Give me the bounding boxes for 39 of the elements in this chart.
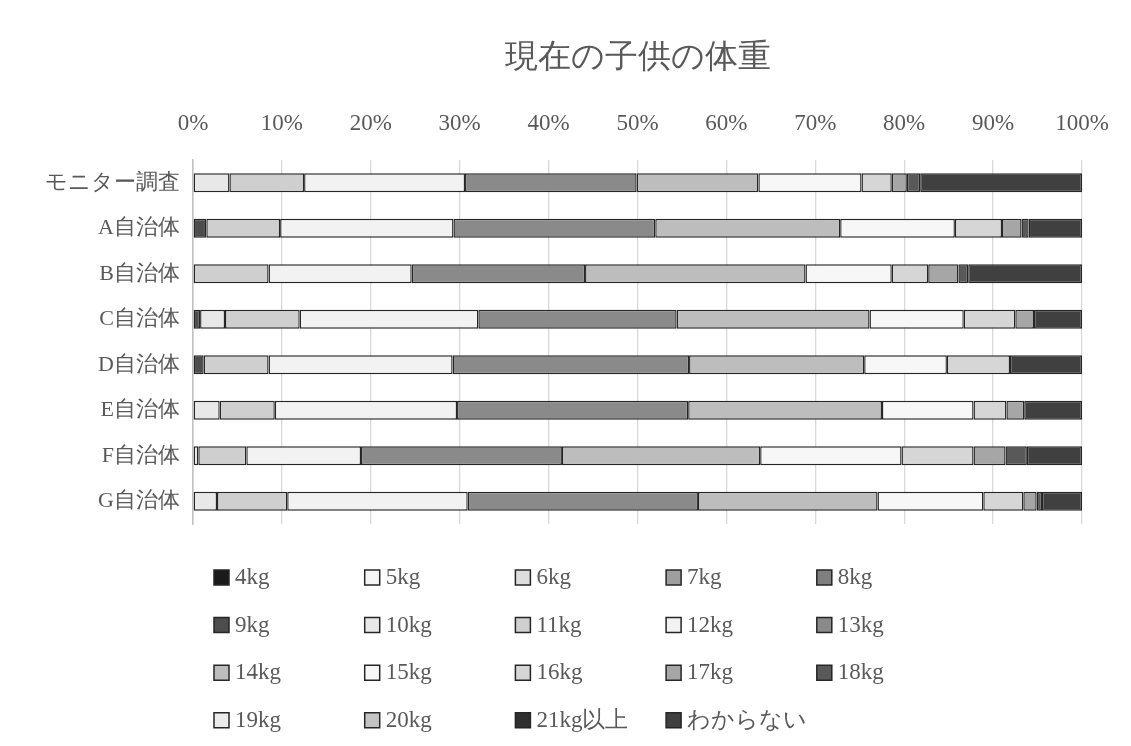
legend-label: 12kg — [687, 611, 734, 637]
legend-label: 19kg — [235, 706, 282, 732]
y-tick-label: モニター調査 — [45, 168, 180, 194]
x-tick-label: 20% — [349, 110, 392, 136]
x-tick-label: 100% — [1055, 110, 1109, 136]
legend-label: 10kg — [385, 611, 433, 637]
y-tick-label: B自治体 — [99, 259, 180, 285]
legend-label: 9kg — [235, 611, 270, 637]
legend-label: わからない — [687, 706, 808, 732]
legend-label: 18kg — [837, 659, 885, 685]
legend-label: 13kg — [837, 611, 885, 637]
legend-label: 15kg — [385, 659, 433, 685]
legend-label: 16kg — [536, 659, 583, 685]
x-tick-label: 10% — [260, 110, 303, 136]
legend-label: 4kg — [235, 564, 270, 590]
legend-label: 14kg — [235, 659, 282, 685]
legend-label: 6kg — [536, 564, 572, 590]
x-tick-label: 30% — [438, 110, 481, 136]
chart-title: 現在の子供の体重 — [504, 37, 771, 74]
y-tick-label: E自治体 — [100, 396, 180, 422]
x-tick-label: 60% — [705, 110, 748, 136]
y-tick-label: F自治体 — [101, 441, 180, 467]
legend-label: 7kg — [687, 564, 723, 590]
legend-label: 21kg以上 — [536, 706, 629, 732]
y-tick-label: C自治体 — [99, 305, 180, 331]
y-tick-label: D自治体 — [98, 350, 180, 376]
x-tick-label: 70% — [794, 110, 837, 136]
x-tick-label: 90% — [972, 110, 1015, 136]
x-tick-label: 80% — [883, 110, 926, 136]
x-tick-label: 40% — [527, 110, 570, 136]
x-tick-label: 0% — [177, 110, 209, 136]
legend-label: 20kg — [385, 706, 433, 732]
legend-label: 5kg — [385, 564, 421, 590]
x-tick-label: 50% — [616, 110, 659, 136]
y-tick-label: G自治体 — [98, 487, 180, 513]
legend-label: 11kg — [536, 611, 583, 637]
legend-label: 17kg — [687, 659, 734, 685]
y-tick-label: A自治体 — [98, 214, 180, 240]
legend-label: 8kg — [837, 564, 873, 590]
